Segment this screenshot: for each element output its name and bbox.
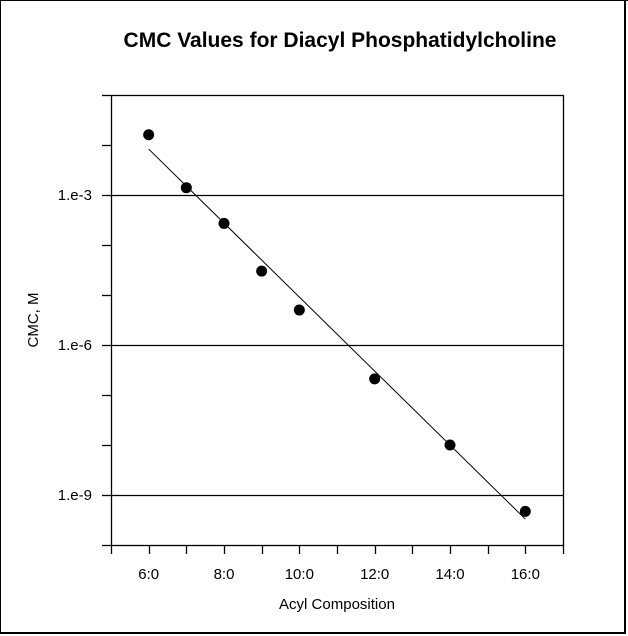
y-axis-ticks: 1.e-3 1.e-6 1.e-9: [58, 94, 111, 547]
x-axis-label: Acyl Composition: [279, 596, 395, 613]
data-points: [143, 129, 531, 517]
regression-line: [148, 148, 526, 520]
data-point: [143, 129, 155, 141]
x-tick-label: 8:0: [214, 566, 235, 583]
fit-line: [148, 148, 526, 520]
figure-border-top: [0, 0, 628, 1]
y-tick-label: 1.e-6: [58, 337, 92, 354]
x-tick-label: 14:0: [435, 566, 464, 583]
x-tick-label: 12:0: [360, 566, 389, 583]
gridlines: [111, 194, 563, 497]
chart-title: CMC Values for Diacyl Phosphatidylcholin…: [124, 29, 557, 52]
x-tick-label: 10:0: [285, 566, 314, 583]
data-point: [444, 439, 456, 451]
data-point: [369, 373, 381, 385]
x-tick-label: 6:0: [138, 566, 159, 583]
y-tick-label: 1.e-3: [58, 187, 92, 204]
data-point: [218, 217, 230, 229]
data-point: [180, 182, 192, 194]
y-axis-label: CMC, M: [25, 293, 42, 348]
axes: [110, 94, 565, 547]
y-tick-label: 1.e-9: [58, 487, 92, 504]
data-point: [519, 505, 531, 517]
plot-frame: [110, 94, 565, 547]
data-point: [293, 304, 305, 316]
x-axis-ticks: 6:0 8:0 10:0 12:0 14:0 16:0: [110, 545, 565, 583]
data-point: [256, 265, 268, 277]
x-tick-label: 16:0: [511, 566, 540, 583]
